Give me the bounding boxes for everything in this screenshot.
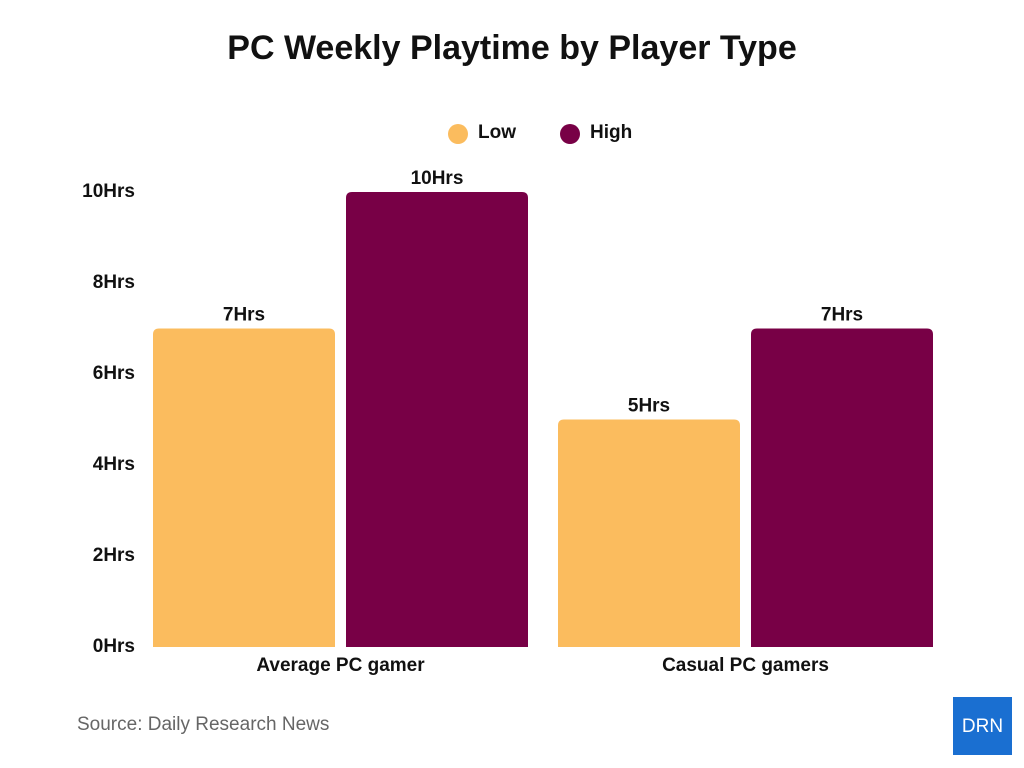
value-label: 7Hrs xyxy=(223,305,265,326)
y-tick-label: 10Hrs xyxy=(82,181,135,202)
legend-label: High xyxy=(590,122,632,143)
x-tick-label: Average PC gamer xyxy=(256,655,425,676)
bar xyxy=(346,192,528,647)
logo: DRN xyxy=(962,716,1003,737)
logo-box xyxy=(953,697,1012,755)
value-label: 10Hrs xyxy=(411,168,464,189)
y-tick-label: 0Hrs xyxy=(93,636,135,657)
legend-swatch xyxy=(448,124,468,144)
bar xyxy=(751,328,933,647)
x-tick-label: Casual PC gamers xyxy=(662,655,829,676)
value-label: 7Hrs xyxy=(821,305,863,326)
bar xyxy=(153,328,335,647)
y-tick-label: 4Hrs xyxy=(93,454,135,475)
bar xyxy=(558,419,740,647)
legend-label: Low xyxy=(478,122,516,143)
y-tick-label: 2Hrs xyxy=(93,545,135,566)
legend-swatch xyxy=(560,124,580,144)
y-tick-label: 8Hrs xyxy=(93,272,135,293)
chart-title: PC Weekly Playtime by Player Type xyxy=(227,29,796,67)
source: Source: Daily Research News xyxy=(77,714,329,735)
value-label: 5Hrs xyxy=(628,396,670,417)
y-tick-label: 6Hrs xyxy=(93,363,135,384)
